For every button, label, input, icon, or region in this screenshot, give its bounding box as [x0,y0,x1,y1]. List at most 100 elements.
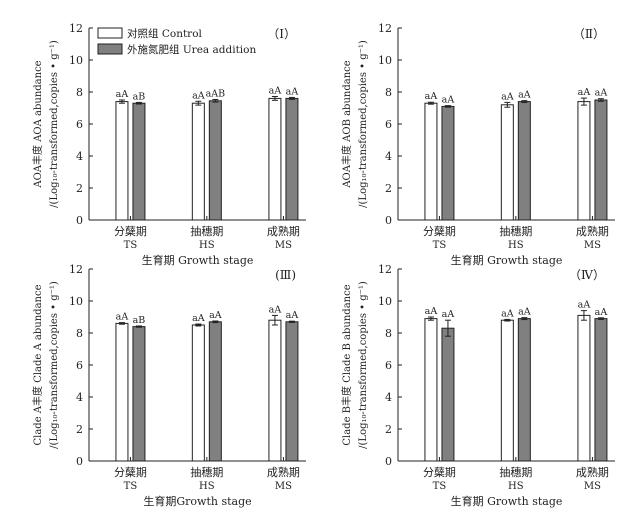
significance-label: aA [578,300,591,311]
x-tick-label-MS: 成熟期 [267,224,300,238]
y-tick-label: 8 [76,327,83,340]
y-tick-label: 6 [76,359,83,372]
bar-control-TS [424,102,438,221]
significance-label: aA [518,307,531,318]
y-axis-label: Clade A丰度 Clade A abundance [31,284,44,445]
bar-control-MS [577,101,591,221]
y-tick-label: 0 [385,455,392,468]
x-tick-label-en-HS: HS [199,240,215,251]
bar-control-HS [500,104,514,221]
bar-control-MS [268,97,282,221]
x-tick-label-en-MS: MS [275,240,292,251]
y-tick-label: 8 [76,86,83,99]
y-axis-label: AOA丰度 AOA abundance [31,60,44,188]
x-tick-label-HS: 抽穗期 [499,224,532,238]
y-axis-label-unit: /(Log₁₀-transformed,copies • g⁻¹) [49,281,60,449]
bar-urea-HS [517,318,531,462]
x-tick-label-TS: 分蘖期 [114,224,147,238]
significance-label: aA [501,91,514,102]
x-tick-label-en-HS: HS [508,240,524,251]
chart-panel-3: 0 2 4 6 8 10 12 Clade A丰度 Clade A abundance /(Lo… [31,263,306,508]
bar-urea-MS [285,97,299,221]
legend-swatch-urea [97,43,123,55]
y-tick-label: 10 [378,54,392,67]
x-tick-label-MS: 成熟期 [576,465,609,479]
significance-label: aA [209,310,222,321]
bar-urea-TS [441,105,455,221]
legend-swatch-control [97,27,123,39]
significance-label: aA [286,310,299,321]
x-tick-label-HS: 抽穗期 [190,465,223,479]
chart-panel-2: 0 2 4 6 8 10 12 AOA丰度 AOB abundance /(Log₁₀-tran… [340,22,615,267]
y-tick-label: 2 [385,182,392,195]
bar-urea-TS [132,102,146,221]
bar-control-HS [191,324,205,462]
bar-urea-MS [594,318,608,462]
bar-urea-HS [208,100,222,221]
chart-panel-1: 0 2 4 6 8 10 12 AOA丰度 AOA abundance /(Log₁₀-tran… [31,22,306,267]
significance-label: aB [133,91,146,102]
x-axis-label: 生育期 Growth stage [451,494,563,508]
significance-label: aA [442,309,455,320]
significance-label: aA [442,95,455,106]
legend-label-urea: 外施氮肥组 Urea addition [127,43,256,56]
x-tick-label-TS: 分蘖期 [423,224,456,238]
significance-label: aA [192,313,205,324]
bar-control-MS [577,314,591,462]
significance-label: aA [425,306,438,317]
y-axis-label: Clade B丰度 Clade B abundance [340,284,353,445]
panel-label: （Ⅱ） [573,27,605,41]
significance-label: aA [192,90,205,101]
bar-urea-MS [285,321,299,462]
significance-label: aA [116,89,129,100]
legend: 对照组 Control 外施氮肥组 Urea addition [97,27,256,56]
significance-label: aA [578,87,591,98]
y-tick-label: 4 [385,391,392,404]
y-tick-label: 10 [69,54,83,67]
y-tick-label: 2 [76,423,83,436]
significance-label: aA [269,85,282,96]
x-tick-label-en-TS: TS [433,240,447,251]
x-tick-label-en-HS: HS [199,481,215,492]
y-tick-label: 12 [69,22,83,35]
x-axis-label: 生育期Growth stage [143,494,251,508]
x-tick-label-MS: 成熟期 [576,224,609,238]
bar-control-TS [115,322,129,462]
bar-urea-HS [208,321,222,462]
legend-label-control: 对照组 Control [127,27,203,40]
y-tick-label: 12 [378,22,392,35]
significance-label: aA [595,88,608,99]
x-tick-label-en-TS: TS [124,240,138,251]
x-tick-label-en-TS: TS [433,481,447,492]
x-tick-label-HS: 抽穗期 [499,465,532,479]
x-tick-label-en-TS: TS [124,481,138,492]
y-tick-label: 6 [385,359,392,372]
x-tick-label-TS: 分蘖期 [423,465,456,479]
y-tick-label: 4 [76,150,83,163]
panel-label: （Ⅰ） [267,27,296,41]
panel-label: （Ⅳ） [569,268,605,282]
y-tick-label: 2 [76,182,83,195]
y-axis-label-unit: /(Log₁₀-transformed,copies • g⁻¹) [358,40,369,208]
x-axis-label: 生育期 Growth stage [451,253,563,267]
significance-label: aA [269,304,282,315]
y-tick-label: 4 [76,391,83,404]
y-tick-label: 0 [385,214,392,227]
significance-label: aA [286,86,299,97]
y-tick-label: 6 [385,118,392,131]
x-tick-label-en-HS: HS [508,481,524,492]
bar-urea-MS [594,99,608,221]
y-tick-label: 10 [378,295,392,308]
bar-urea-TS [132,326,146,462]
panel-label: (Ⅲ) [275,268,296,282]
y-tick-label: 0 [76,455,83,468]
y-axis-label-unit: /(Log₁₀-transformed,copies • g⁻¹) [49,40,60,208]
bar-control-TS [115,101,129,221]
x-tick-label-en-MS: MS [275,481,292,492]
x-tick-label-en-MS: MS [584,240,601,251]
bar-urea-HS [517,101,531,221]
x-tick-label-en-MS: MS [584,481,601,492]
significance-label: aAB [206,89,226,100]
y-tick-label: 12 [69,263,83,276]
